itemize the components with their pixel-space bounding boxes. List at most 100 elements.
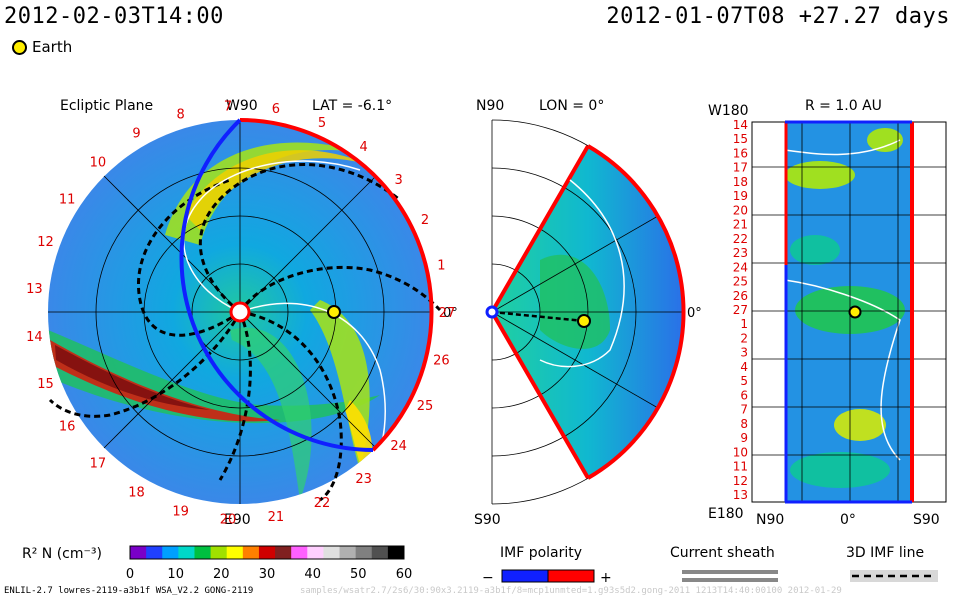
colorbar-swatch [146, 546, 163, 559]
colorbar-swatch [130, 546, 147, 559]
colorbar-swatch [323, 546, 341, 559]
ecliptic-bottom-label: E90 [224, 512, 251, 528]
day-label-18: 18 [128, 485, 145, 500]
model-time: 2012-02-03T14:00 [4, 4, 224, 29]
imf-negative-swatch [501, 569, 549, 583]
footer-path: samples/wsatr2.7/2s6/30:90x3.2119-a3b1f/… [300, 586, 842, 596]
density-features [48, 142, 385, 500]
radial-y-label-4: 4 [740, 360, 748, 374]
radial-y-label-21: 21 [733, 218, 748, 232]
colorbar-swatch [291, 546, 308, 559]
radial-y-label-20: 20 [733, 203, 748, 217]
day-label-23: 23 [355, 472, 372, 487]
current-sheath-title: Current sheath [670, 545, 775, 561]
radial-y-label-25: 25 [733, 275, 748, 289]
radial-y-label-16: 16 [733, 147, 748, 161]
current-sheath-legend: Current sheath [670, 545, 778, 582]
colorbar-tick: 40 [304, 567, 321, 582]
day-label-26: 26 [433, 354, 450, 369]
imf-line-title: 3D IMF line [846, 545, 924, 561]
radial-features [785, 122, 913, 502]
day-label-2: 2 [421, 213, 429, 228]
colorbar-swatch [194, 546, 212, 559]
imf-positive-swatch [547, 569, 595, 583]
radial-y-label-22: 22 [733, 232, 748, 246]
day-label-9: 9 [132, 127, 140, 142]
current-sheath-swatch [682, 570, 778, 574]
day-label-17: 17 [90, 457, 107, 472]
day-label-13: 13 [26, 282, 43, 297]
ecliptic-top-label: W90 [226, 98, 258, 114]
day-label-3: 3 [394, 173, 402, 188]
radial-y-label-26: 26 [733, 289, 748, 303]
day-label-7: 7 [224, 99, 232, 114]
meridional-lon-label: LON = 0° [539, 98, 604, 114]
day-label-4: 4 [359, 140, 367, 155]
day-label-12: 12 [37, 235, 54, 250]
radial-y-label-10: 10 [733, 445, 748, 459]
colorbar-swatch [226, 546, 244, 559]
radial-y-label-11: 11 [733, 460, 748, 474]
colorbar-label: R² N (cm⁻³) [22, 546, 102, 562]
footer-note: ENLIL-2.7 lowres-2119-a3b1f WSA_V2.2 GON… [4, 586, 254, 596]
earth-legend: Earth [12, 38, 72, 56]
earth-legend-label: Earth [32, 38, 73, 56]
imf-plus-label: + [600, 570, 612, 586]
imf-polarity-title: IMF polarity [500, 545, 582, 561]
radial-x-s90: S90 [913, 512, 940, 528]
radial-y-label-2: 2 [740, 332, 748, 346]
colorbar-tick: 60 [396, 567, 413, 582]
earth-marker-radial [848, 305, 862, 319]
colorbar-ticks: 0 10 20 30 40 50 60 [126, 567, 412, 582]
radial-y-label-23: 23 [733, 246, 748, 260]
imf-minus-label: − [482, 570, 494, 586]
colorbar-swatch [355, 546, 373, 559]
colorbar-swatch [162, 546, 179, 559]
colorbar-swatch [242, 546, 260, 559]
colorbar-swatch [339, 546, 357, 559]
meridional-polarity-rim [586, 144, 686, 480]
radial-y-label-13: 13 [733, 488, 748, 502]
radial-y-label-18: 18 [733, 175, 748, 189]
colorbar-tick: 50 [350, 567, 367, 582]
radial-y-label-24: 24 [733, 260, 748, 274]
ecliptic-panel: Ecliptic Plane W90 E90 0° LAT = -6.1° 27… [26, 98, 458, 528]
imf-spirals [48, 160, 442, 502]
day-label-11: 11 [59, 192, 76, 207]
colorbar-tick: 0 [126, 567, 134, 582]
radial-x-zero: 0° [840, 512, 856, 528]
day-label-20: 20 [220, 513, 237, 528]
colorbar-swatch [371, 546, 389, 559]
radial-top-left: W180 [708, 103, 749, 119]
colorbar-tick: 20 [213, 567, 230, 582]
imf-polarity-legend: IMF polarity − + [482, 545, 612, 586]
radial-bottom-left: E180 [708, 506, 744, 522]
colorbar-swatch [275, 546, 292, 559]
day-label-21: 21 [268, 510, 285, 525]
earth-icon [12, 39, 27, 55]
day-label-19: 19 [172, 504, 189, 519]
radial-y-label-12: 12 [733, 474, 748, 488]
sun-icon [229, 301, 251, 323]
colorbar-swatch [210, 546, 228, 559]
radial-y-label-5: 5 [740, 374, 748, 388]
radial-y-label-1: 1 [740, 317, 748, 331]
radial-y-label-8: 8 [740, 417, 748, 431]
meridional-top-label: N90 [476, 98, 504, 114]
day-label-5: 5 [318, 116, 326, 131]
day-label-6: 6 [272, 102, 280, 117]
colorbar: R² N (cm⁻³) 0 10 20 30 40 50 60 [22, 545, 412, 582]
day-label-16: 16 [59, 420, 76, 435]
colorbar-swatch [178, 546, 195, 559]
radial-y-label-14: 14 [733, 118, 748, 132]
radial-y-label-17: 17 [733, 161, 748, 175]
day-label-25: 25 [417, 399, 434, 414]
day-label-22: 22 [314, 496, 331, 511]
day-label-1: 1 [437, 258, 445, 273]
radial-day-labels: 1415161718192021222324252627123456789101… [733, 118, 748, 502]
radial-y-label-9: 9 [740, 431, 748, 445]
radial-y-label-15: 15 [733, 132, 748, 146]
radial-x-n90: N90 [756, 512, 784, 528]
